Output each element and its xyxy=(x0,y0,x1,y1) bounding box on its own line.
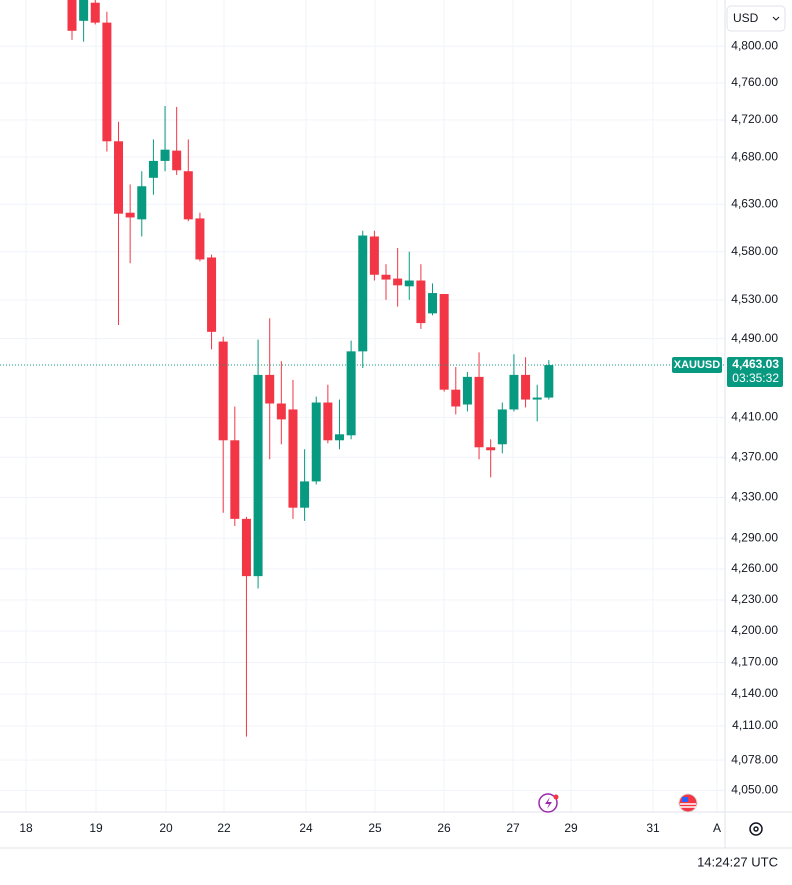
y-tick-label: 4,050.00 xyxy=(731,782,778,796)
candle-body xyxy=(532,397,542,400)
y-tick-label: 4,170.00 xyxy=(731,655,778,669)
lightning-icon[interactable] xyxy=(538,793,559,813)
x-tick-label: 22 xyxy=(217,821,231,835)
y-tick-label: 4,760.00 xyxy=(731,75,778,89)
price-label: 4,463.03 xyxy=(732,357,779,371)
y-tick-label: 4,530.00 xyxy=(731,292,778,306)
candle-body xyxy=(393,278,403,286)
candle-body xyxy=(416,280,426,324)
candle-body xyxy=(451,389,461,407)
y-tick-label: 4,410.00 xyxy=(731,410,778,424)
y-tick-label: 4,680.00 xyxy=(731,149,778,163)
y-tick-label: 4,230.00 xyxy=(731,592,778,606)
candle-body xyxy=(195,218,205,260)
x-tick-label: 18 xyxy=(19,821,33,835)
candle-body xyxy=(486,447,496,451)
candle-body xyxy=(90,2,100,23)
candle-body xyxy=(125,212,135,218)
y-tick-label: 4,630.00 xyxy=(731,196,778,210)
candle-body xyxy=(381,274,391,280)
x-tick-label: A xyxy=(713,821,721,835)
candle-body xyxy=(137,186,147,220)
candle-body xyxy=(67,0,77,31)
grid xyxy=(0,0,725,812)
axes: 4,800.00 4,760.00 4,720.00 4,680.00 4,630.00… xyxy=(19,38,778,835)
y-tick-label: 4,110.00 xyxy=(732,718,778,732)
y-tick-label: 4,580.00 xyxy=(731,244,778,258)
x-tick-label: 31 xyxy=(646,821,660,835)
symbol-label: XAUUSD xyxy=(674,359,721,371)
candle-body xyxy=(439,294,449,390)
currency-dropdown[interactable] xyxy=(726,5,786,32)
candle-body xyxy=(172,150,182,171)
candle-body xyxy=(114,141,124,214)
candle-body xyxy=(474,376,484,448)
candle-body xyxy=(346,351,356,436)
candle-body xyxy=(497,409,507,445)
y-tick-label: 4,720.00 xyxy=(731,112,778,126)
candle-body xyxy=(521,374,531,400)
dropdown-arrow xyxy=(772,16,780,21)
candle-body xyxy=(323,402,333,441)
candle-body xyxy=(276,403,286,420)
candle-body xyxy=(253,374,263,577)
y-tick-label: 4,330.00 xyxy=(731,490,778,504)
candle-body xyxy=(369,236,379,275)
symbol-badge xyxy=(672,357,722,374)
currency-label: USD xyxy=(733,11,759,25)
candle-body xyxy=(358,235,368,352)
x-tick-label: 26 xyxy=(437,821,451,835)
x-tick-label: 20 xyxy=(159,821,173,835)
x-tick-label: 24 xyxy=(299,821,313,835)
settings-icon[interactable] xyxy=(749,822,763,836)
candle-body xyxy=(218,341,228,441)
y-tick-label: 4,370.00 xyxy=(731,449,778,463)
y-tick-label: 4,290.00 xyxy=(731,530,778,544)
candles xyxy=(67,0,554,737)
candle-body xyxy=(183,171,193,220)
candle-body xyxy=(102,22,112,142)
y-tick-label: 4,200.00 xyxy=(731,623,778,637)
candle-body xyxy=(300,481,310,508)
clock: 14:24:27 UTC xyxy=(697,854,778,869)
x-tick-label: 19 xyxy=(89,821,103,835)
candle-body xyxy=(230,440,240,519)
y-tick-label: 4,078.00 xyxy=(731,752,778,766)
y-tick-label: 4,140.00 xyxy=(731,686,778,700)
candle-body xyxy=(288,409,298,508)
x-tick-label: 29 xyxy=(564,821,578,835)
candle-body xyxy=(207,257,217,332)
countdown-label: 03:35:32 xyxy=(732,371,779,385)
x-tick-label: 27 xyxy=(506,821,520,835)
candle-body xyxy=(265,374,275,404)
candle-body xyxy=(79,0,89,21)
candle-body xyxy=(241,518,251,577)
candle-body xyxy=(544,365,554,398)
candle-body xyxy=(334,434,344,441)
y-tick-label: 4,260.00 xyxy=(731,561,778,575)
price-badge xyxy=(727,357,783,388)
us-event-icon[interactable] xyxy=(678,793,698,813)
x-tick-label: 25 xyxy=(368,821,382,835)
candle-body xyxy=(160,149,170,161)
y-tick-label: 4,490.00 xyxy=(731,331,778,345)
y-tick-label: 4,800.00 xyxy=(731,38,778,52)
candle-body xyxy=(428,293,438,314)
candle-body xyxy=(311,402,321,482)
candle-body xyxy=(404,280,414,287)
candle-body xyxy=(148,160,158,178)
candle-body xyxy=(509,374,519,410)
candle-body xyxy=(462,376,472,405)
